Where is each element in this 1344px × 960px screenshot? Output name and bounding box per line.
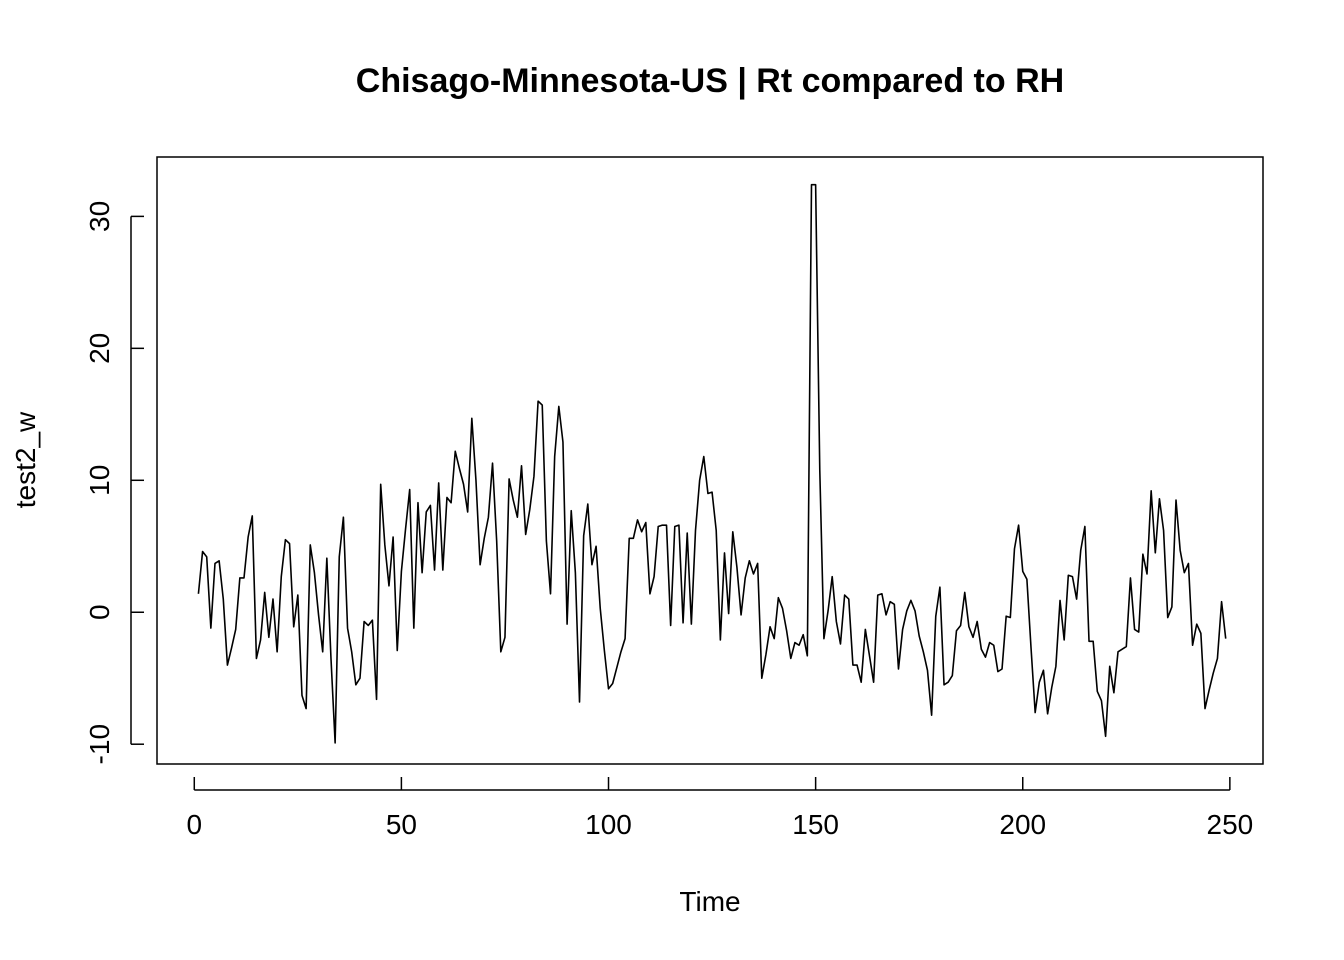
x-tick-label: 0 bbox=[186, 809, 202, 840]
chart-title: Chisago-Minnesota-US | Rt compared to RH bbox=[356, 62, 1064, 100]
y-tick-label: 20 bbox=[84, 333, 115, 364]
x-axis-label: Time bbox=[679, 886, 740, 917]
plot-area-frame bbox=[156, 156, 1264, 765]
y-axis: -10 0 10 20 30 bbox=[84, 201, 144, 764]
x-axis: 0 50 100 150 200 250 bbox=[186, 777, 1253, 840]
y-tick-label: 10 bbox=[84, 465, 115, 496]
x-tick-label: 200 bbox=[999, 809, 1046, 840]
y-tick-label: 0 bbox=[84, 604, 115, 620]
series-line bbox=[197, 183, 1227, 744]
x-tick-label: 150 bbox=[792, 809, 839, 840]
x-tick-label: 250 bbox=[1207, 809, 1254, 840]
y-tick-label: -10 bbox=[84, 724, 115, 764]
x-tick-label: 50 bbox=[386, 809, 417, 840]
x-tick-label: 100 bbox=[585, 809, 632, 840]
y-axis-label: test2_w bbox=[10, 411, 41, 508]
y-tick-label: 30 bbox=[84, 201, 115, 232]
